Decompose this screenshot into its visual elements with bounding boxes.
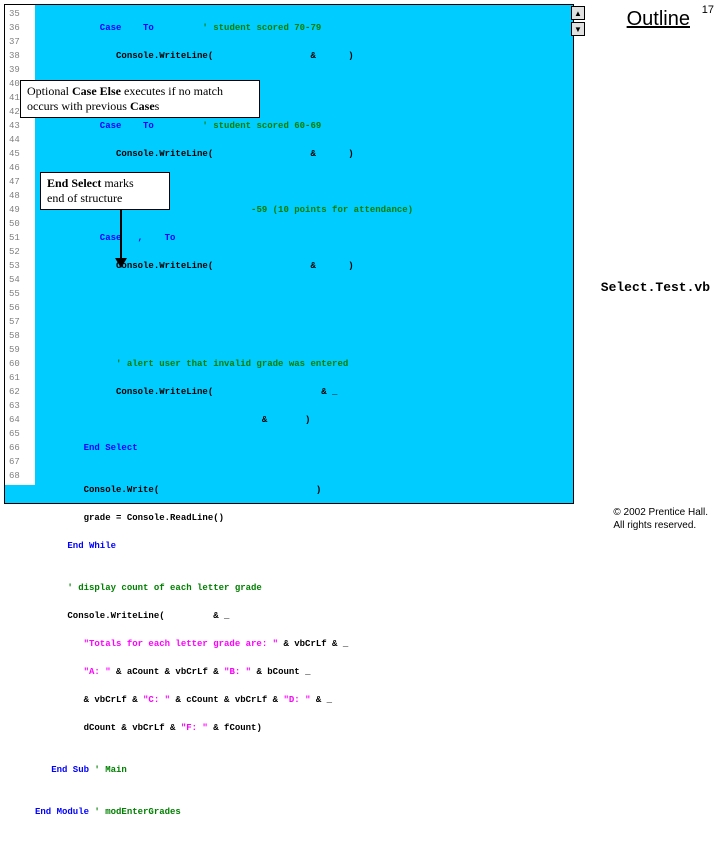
line-number: 48 <box>9 189 31 203</box>
line-number: 65 <box>9 427 31 441</box>
line-number: 61 <box>9 371 31 385</box>
chevron-up-icon: ▲ <box>574 9 582 18</box>
callout-bold: End Select <box>47 176 101 190</box>
code-area: 3536373839404142434445464748495051525354… <box>4 4 574 504</box>
line-number: 66 <box>9 441 31 455</box>
copyright: © 2002 Prentice Hall. All rights reserve… <box>613 506 708 532</box>
callout-bold: Case Else <box>72 84 121 98</box>
callout-end-select: End Select marks end of structure <box>40 172 170 210</box>
copyright-line: © 2002 Prentice Hall. <box>613 506 708 519</box>
line-number: 50 <box>9 217 31 231</box>
line-number: 35 <box>9 7 31 21</box>
line-number: 44 <box>9 133 31 147</box>
line-number: 67 <box>9 455 31 469</box>
line-number: 68 <box>9 469 31 483</box>
line-number: 64 <box>9 413 31 427</box>
line-number: 52 <box>9 245 31 259</box>
callout-text: end of structure <box>47 191 122 205</box>
line-number: 63 <box>9 399 31 413</box>
callout-case-else: Optional Case Else executes if no match … <box>20 80 260 118</box>
arrow-down-icon <box>115 258 127 268</box>
line-number: 36 <box>9 21 31 35</box>
line-number: 57 <box>9 315 31 329</box>
line-number: 38 <box>9 49 31 63</box>
line-number: 59 <box>9 343 31 357</box>
scroll-down-button[interactable]: ▼ <box>571 22 585 36</box>
line-number: 55 <box>9 287 31 301</box>
filename-label: Select.Test.vb <box>601 280 710 295</box>
line-number: 51 <box>9 231 31 245</box>
line-number: 47 <box>9 175 31 189</box>
line-number: 37 <box>9 35 31 49</box>
line-number: 39 <box>9 63 31 77</box>
line-number: 62 <box>9 385 31 399</box>
chevron-down-icon: ▼ <box>574 25 582 34</box>
slide-number: 17 <box>702 4 714 16</box>
scroll-up-button[interactable]: ▲ <box>571 6 585 20</box>
callout-text: marks <box>101 176 133 190</box>
line-number: 43 <box>9 119 31 133</box>
copyright-line: All rights reserved. <box>613 519 708 532</box>
scroll-buttons: ▲ ▼ <box>571 6 585 38</box>
line-number: 53 <box>9 259 31 273</box>
callout-bold: Case <box>130 99 155 113</box>
line-number: 46 <box>9 161 31 175</box>
line-number: 49 <box>9 203 31 217</box>
connector-line <box>120 202 122 260</box>
line-number: 45 <box>9 147 31 161</box>
line-number: 60 <box>9 357 31 371</box>
line-number: 54 <box>9 273 31 287</box>
callout-text: occurs with previous <box>27 99 130 113</box>
callout-text: Optional <box>27 84 72 98</box>
callout-text: s <box>155 99 160 113</box>
callout-text: executes if no match <box>121 84 223 98</box>
line-number-gutter: 3536373839404142434445464748495051525354… <box>5 5 35 485</box>
outline-heading: Outline <box>627 8 690 31</box>
code-content: Case To ' student scored 70-79 Console.W… <box>35 7 413 847</box>
line-number: 56 <box>9 301 31 315</box>
line-number: 58 <box>9 329 31 343</box>
